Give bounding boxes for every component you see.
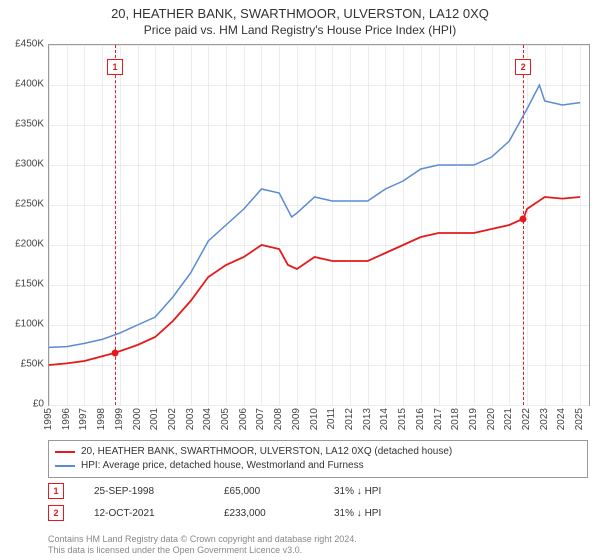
ytick-label: £150K [15,279,44,290]
series-property [49,197,580,365]
legend-swatch-property [55,451,75,453]
xtick-label: 2002 [167,408,178,430]
xtick-label: 1996 [61,408,72,430]
marker-date: 25-SEP-1998 [94,486,194,497]
xtick-label: 2022 [521,408,532,430]
xtick-label: 2015 [397,408,408,430]
legend-label-hpi: HPI: Average price, detached house, West… [81,459,364,473]
xtick-label: 2009 [291,408,302,430]
xtick-label: 2024 [556,408,567,430]
legend-label-property: 20, HEATHER BANK, SWARTHMOOR, ULVERSTON,… [81,445,452,459]
xtick-label: 2012 [344,408,355,430]
marker-delta: 31% ↓ HPI [334,508,381,519]
xtick-label: 2021 [503,408,514,430]
xtick-label: 2005 [220,408,231,430]
xtick-label: 2001 [149,408,160,430]
chart-plot-area: 12 [48,44,590,406]
xtick-label: 2014 [379,408,390,430]
marker-price: £233,000 [224,508,304,519]
marker-badge: 2 [48,505,64,521]
marker-row: 1 25-SEP-1998 £65,000 31% ↓ HPI [48,480,588,502]
xtick-label: 2025 [574,408,585,430]
page-title: 20, HEATHER BANK, SWARTHMOOR, ULVERSTON,… [0,0,600,21]
legend-item-property: 20, HEATHER BANK, SWARTHMOOR, ULVERSTON,… [55,445,581,459]
xtick-label: 2004 [202,408,213,430]
xtick-label: 2003 [185,408,196,430]
xtick-label: 2018 [450,408,461,430]
footnote-line-1: Contains HM Land Registry data © Crown c… [48,534,357,545]
xtick-label: 1999 [114,408,125,430]
legend-item-hpi: HPI: Average price, detached house, West… [55,459,581,473]
ytick-label: £400K [15,79,44,90]
xtick-label: 2017 [433,408,444,430]
marker-delta: 31% ↓ HPI [334,486,381,497]
xtick-label: 2023 [539,408,550,430]
xtick-label: 2019 [468,408,479,430]
xtick-label: 2013 [362,408,373,430]
gridline-h [49,405,589,406]
xtick-label: 2011 [326,408,337,430]
series-hpi [49,85,580,347]
xtick-label: 2006 [238,408,249,430]
ytick-label: £450K [15,39,44,50]
marker-badge: 1 [48,483,64,499]
xtick-label: 1998 [96,408,107,430]
ytick-label: £50K [21,359,44,370]
chart-lines [49,45,589,405]
legend: 20, HEATHER BANK, SWARTHMOOR, ULVERSTON,… [48,440,588,478]
footnote-line-2: This data is licensed under the Open Gov… [48,545,357,556]
footnote: Contains HM Land Registry data © Crown c… [48,534,357,556]
marker-date: 12-OCT-2021 [94,508,194,519]
legend-swatch-hpi [55,465,75,467]
xtick-label: 1997 [78,408,89,430]
xtick-label: 2010 [309,408,320,430]
ytick-label: £250K [15,199,44,210]
ytick-label: £200K [15,239,44,250]
xtick-label: 1995 [43,408,54,430]
xtick-label: 2020 [486,408,497,430]
marker-row: 2 12-OCT-2021 £233,000 31% ↓ HPI [48,502,588,524]
xtick-label: 2008 [273,408,284,430]
page-subtitle: Price paid vs. HM Land Registry's House … [0,21,600,41]
xtick-label: 2000 [132,408,143,430]
marker-table: 1 25-SEP-1998 £65,000 31% ↓ HPI 2 12-OCT-2021… [48,480,588,524]
ytick-label: £100K [15,319,44,330]
xtick-label: 2016 [415,408,426,430]
xtick-label: 2007 [255,408,266,430]
marker-price: £65,000 [224,486,304,497]
ytick-label: £350K [15,119,44,130]
ytick-label: £300K [15,159,44,170]
